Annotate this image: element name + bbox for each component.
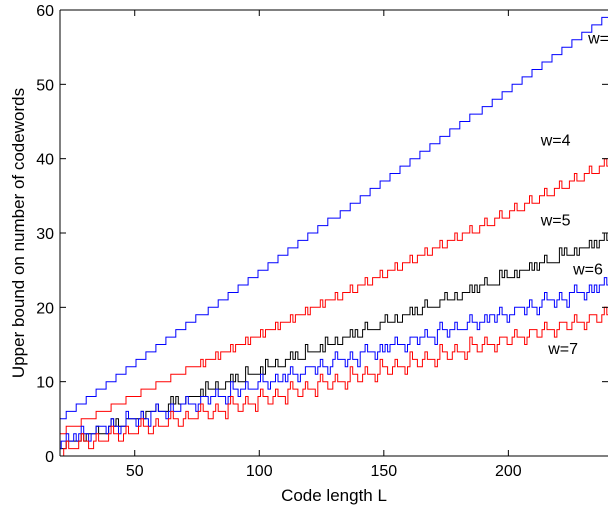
y-tick-label: 10 <box>36 375 54 392</box>
ticks-layer: 50 100 150 200 0 10 20 30 40 50 60 <box>36 3 608 480</box>
series-label-w5: w=5 <box>540 213 571 230</box>
series-label-w4: w=4 <box>540 132 571 149</box>
x-tick-label: 50 <box>126 463 144 480</box>
series-line-w5 <box>60 232 608 450</box>
y-axis-title: Upper bound on number of codewords <box>9 88 28 378</box>
y-tick-label: 30 <box>36 226 54 243</box>
y-tick-label: 0 <box>45 449 54 466</box>
series-label-w6: w=6 <box>572 262 603 279</box>
series-line-w7 <box>60 306 608 457</box>
y-tick-label: 60 <box>36 3 54 20</box>
y-tick-label: 50 <box>36 77 54 94</box>
series-line-w4 <box>60 158 608 435</box>
x-tick-label: 150 <box>370 463 397 480</box>
x-tick-label: 200 <box>495 463 522 480</box>
series-line-w3 <box>60 16 608 420</box>
x-axis-title: Code length L <box>281 486 387 505</box>
y-tick-label: 20 <box>36 300 54 317</box>
series-label-w7: w=7 <box>547 341 578 358</box>
series-line-w6 <box>60 277 608 450</box>
series-label-w3: w=3 <box>587 30 608 47</box>
labels-layer: w=3 w=4 w=5 w=6 w=7 <box>540 30 608 358</box>
series-layer <box>60 16 608 457</box>
y-tick-label: 40 <box>36 152 54 169</box>
x-tick-label: 100 <box>246 463 273 480</box>
